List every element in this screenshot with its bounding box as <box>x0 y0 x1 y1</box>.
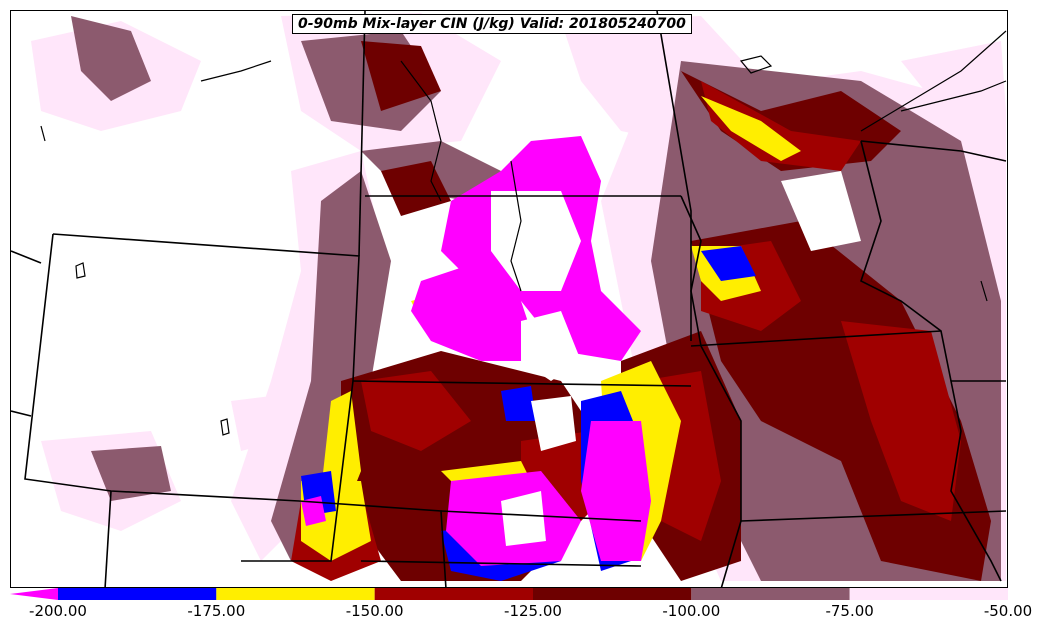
colorbar-tick-label: -175.00 <box>187 602 246 620</box>
colorbar-bin-3 <box>533 588 692 600</box>
colorbar <box>10 588 1008 600</box>
map-title: 0-90mb Mix-layer CIN (J/kg) Valid: 20180… <box>292 14 692 34</box>
colorbar-tick-label: -100.00 <box>662 602 721 620</box>
cin-field-plot <box>11 11 1007 587</box>
colorbar-tick-label: -50.00 <box>983 602 1033 620</box>
colorbar-bin-5 <box>849 588 1008 600</box>
colorbar-bin-1 <box>216 588 375 600</box>
colorbar-bin-2 <box>374 588 533 600</box>
colorbar-tick-label: -150.00 <box>345 602 404 620</box>
cin-map <box>10 10 1008 588</box>
lake-outlines <box>40 30 1007 436</box>
colorbar-tick-label: -75.00 <box>825 602 874 620</box>
colorbar-bin-0 <box>58 588 217 600</box>
colorbar-below-min-triangle <box>10 588 58 600</box>
colorbar-tick-label: -200.00 <box>29 602 87 620</box>
cin-above-50 <box>491 171 861 546</box>
state-boundaries <box>11 11 1007 587</box>
colorbar-bin-4 <box>691 588 850 600</box>
colorbar-tick-label: -125.00 <box>504 602 562 620</box>
